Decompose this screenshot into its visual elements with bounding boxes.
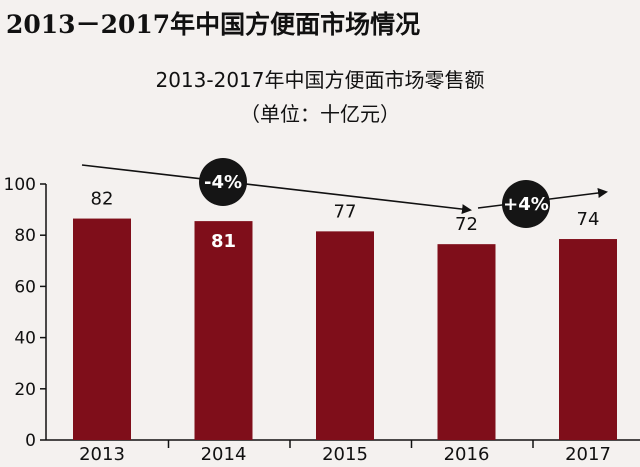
bar <box>559 239 617 440</box>
x-tick-label: 2016 <box>444 444 490 465</box>
y-tick-label: 100 <box>4 175 36 195</box>
bars-group <box>73 218 617 440</box>
bar <box>437 244 496 440</box>
change-badge-label: -4% <box>204 172 242 193</box>
data-label: 81 <box>211 231 236 252</box>
data-label: 82 <box>91 189 114 210</box>
data-label: 74 <box>577 209 600 230</box>
page-title: 2013－2017年中国方便面市场情况 <box>6 10 420 39</box>
trend-arrow-down <box>81 164 472 215</box>
chart-subtitle: （单位：十亿元） <box>240 102 400 126</box>
y-tick-label: 20 <box>14 380 36 400</box>
bar <box>316 231 374 440</box>
x-tick-label: 2013 <box>79 444 125 465</box>
change-badge <box>199 158 247 206</box>
y-tick-label: 40 <box>14 329 36 349</box>
x-tick-label: 2017 <box>565 444 611 465</box>
y-tick-label: 80 <box>14 226 36 246</box>
x-tick-label: 2015 <box>322 444 368 465</box>
bar <box>73 218 131 440</box>
chart-title: 2013-2017年中国方便面市场零售额 <box>155 68 484 92</box>
bar <box>194 221 253 440</box>
change-badge-label: +4% <box>503 194 549 215</box>
y-tick-label: 0 <box>25 431 36 451</box>
data-labels-group: 82 81 77 72 74 <box>91 189 600 253</box>
trend-annotations: -4% +4% <box>81 158 608 228</box>
data-label: 77 <box>334 201 357 222</box>
x-tick-label: 2014 <box>201 444 247 465</box>
y-tick-label: 60 <box>14 277 36 297</box>
data-label: 72 <box>455 214 478 235</box>
change-badge <box>502 180 550 228</box>
